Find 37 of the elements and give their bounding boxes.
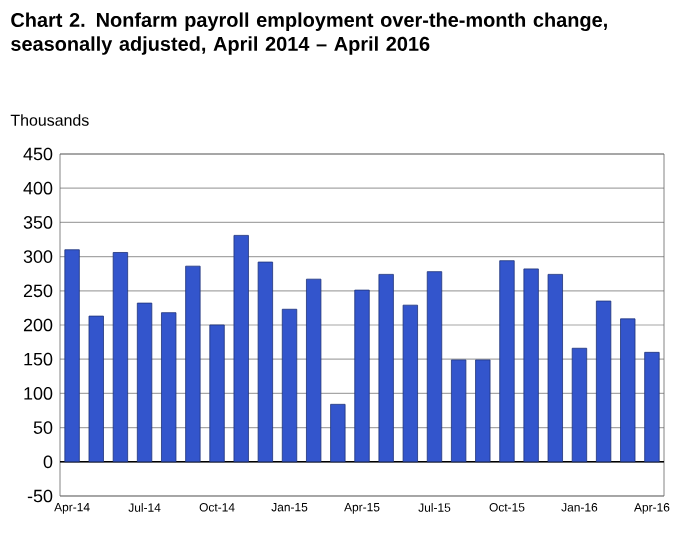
bar bbox=[112, 252, 129, 463]
bar bbox=[571, 347, 588, 463]
y-tick-label: 250 bbox=[23, 284, 53, 298]
y-tick-label: 400 bbox=[23, 181, 53, 195]
bar bbox=[185, 265, 201, 463]
y-tick-label: 150 bbox=[24, 352, 53, 366]
bar bbox=[547, 273, 563, 463]
y-tick-label: -50 bbox=[27, 489, 53, 503]
bar bbox=[644, 351, 660, 463]
bar bbox=[378, 273, 394, 463]
bar bbox=[475, 359, 491, 463]
y-tick-label: 100 bbox=[24, 387, 53, 400]
bar bbox=[523, 268, 539, 463]
bar bbox=[64, 249, 80, 463]
chart-title: Chart 2. Nonfarm payroll employment over-the-month change, seasonally adjusted, April 2014 – April 2016 bbox=[11, 12, 607, 55]
bar bbox=[620, 318, 636, 463]
bar bbox=[595, 300, 612, 463]
bar bbox=[209, 324, 225, 463]
bar bbox=[426, 271, 443, 463]
y-tick-label: 200 bbox=[23, 318, 53, 332]
bar bbox=[402, 304, 418, 463]
bar bbox=[257, 261, 274, 463]
y-tick-label: 450 bbox=[23, 147, 53, 161]
bar bbox=[354, 289, 370, 463]
bar bbox=[161, 312, 177, 463]
bar bbox=[330, 403, 346, 463]
bar bbox=[306, 278, 322, 463]
bar bbox=[281, 308, 298, 463]
bar bbox=[88, 315, 104, 463]
bar bbox=[499, 260, 515, 463]
y-tick-label: 0 bbox=[43, 455, 53, 469]
y-tick-label: 50 bbox=[33, 421, 53, 434]
y-tick-label: 300 bbox=[23, 250, 53, 263]
bar bbox=[136, 302, 153, 463]
bar bbox=[233, 235, 249, 463]
bar bbox=[451, 359, 467, 463]
y-tick-label: 350 bbox=[23, 216, 53, 229]
